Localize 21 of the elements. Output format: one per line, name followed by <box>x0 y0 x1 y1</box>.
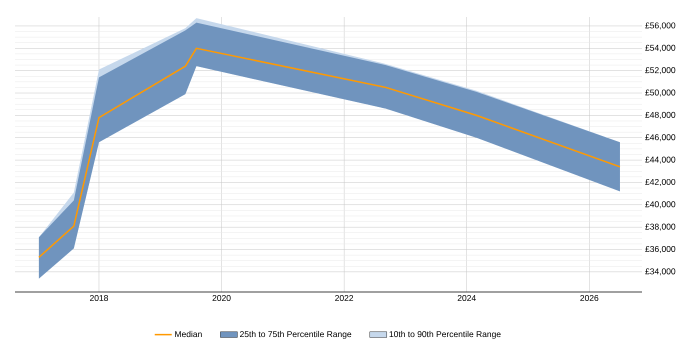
y-tick-label: £34,000 <box>645 268 676 276</box>
y-tick-label: £52,000 <box>645 67 676 74</box>
x-tick-label: 2026 <box>580 295 598 302</box>
legend-label: Median <box>175 330 202 338</box>
x-tick-label: 2020 <box>212 295 231 302</box>
x-tick-label: 2024 <box>458 295 476 302</box>
y-tick-label: £56,000 <box>645 22 676 30</box>
y-tick-label: £38,000 <box>645 224 676 231</box>
legend-label: 10th to 90th Percentile Range <box>390 330 501 339</box>
y-tick-label: £50,000 <box>645 90 676 97</box>
y-tick-label: £54,000 <box>645 44 676 52</box>
x-tick-label: 2018 <box>90 295 108 302</box>
y-tick-label: £40,000 <box>645 201 676 208</box>
y-tick-label: £36,000 <box>645 246 676 254</box>
y-tick-label: £46,000 <box>645 134 676 142</box>
y-tick-label: £44,000 <box>645 156 676 164</box>
y-tick-label: £42,000 <box>645 178 676 186</box>
y-tick-label: £48,000 <box>645 112 676 119</box>
x-tick-label: 2022 <box>335 295 354 302</box>
legend-label: 25th to 75th Percentile Range <box>240 330 352 339</box>
line-series <box>38 48 621 258</box>
